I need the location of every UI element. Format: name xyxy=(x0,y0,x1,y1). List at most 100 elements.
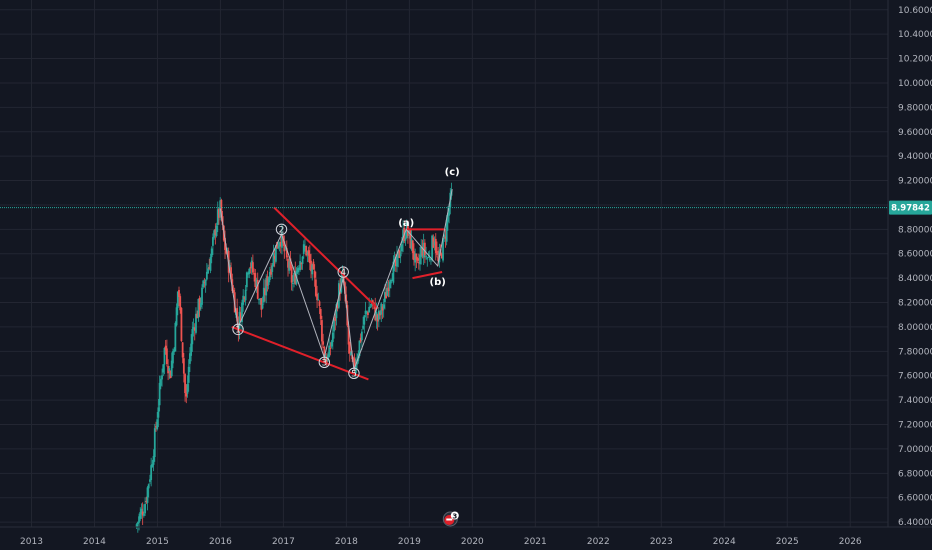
time-tick-label: 2024 xyxy=(713,537,736,547)
candle-down xyxy=(381,306,384,311)
price-tick-label: 10.00000 xyxy=(898,79,932,89)
candle-up xyxy=(159,378,162,386)
candle-down xyxy=(145,501,148,503)
candle-up xyxy=(426,258,429,260)
candle-down xyxy=(236,308,239,322)
price-tick-label: 6.40000 xyxy=(898,518,932,528)
candle-up xyxy=(197,298,200,319)
candle-up xyxy=(242,295,245,305)
candle-up xyxy=(163,347,166,365)
candle-down xyxy=(256,279,259,299)
candle-down xyxy=(249,266,252,269)
candle-up xyxy=(419,254,421,265)
candle-down xyxy=(208,267,211,270)
candle-down xyxy=(367,312,369,315)
candle-up xyxy=(248,268,251,274)
candle-down xyxy=(266,276,269,286)
candle-up xyxy=(383,292,386,303)
candle-up xyxy=(298,267,300,271)
elliott-wave-line xyxy=(219,189,453,370)
candle-down xyxy=(283,241,286,252)
candle-down xyxy=(164,345,167,351)
wave-path xyxy=(219,189,453,370)
event-badge[interactable]: 3 xyxy=(442,511,459,527)
candle-down xyxy=(155,426,157,428)
candle-up xyxy=(205,271,208,280)
candle-down xyxy=(285,248,288,258)
candle-down xyxy=(329,347,332,350)
candle-up xyxy=(445,219,448,242)
candle-up xyxy=(425,255,427,258)
time-tick-label: 2023 xyxy=(650,537,673,547)
candle-up xyxy=(136,522,139,525)
candle-up xyxy=(195,313,197,333)
candle-up xyxy=(207,268,209,274)
candle-up xyxy=(245,272,248,288)
candle-down xyxy=(308,254,311,264)
candle-up xyxy=(299,261,302,271)
candle-up xyxy=(386,288,389,296)
candle-up xyxy=(388,281,391,289)
candle-down xyxy=(413,251,415,261)
candle-up xyxy=(172,351,174,364)
candle-down xyxy=(437,256,440,262)
candle-down xyxy=(193,327,196,331)
candle-down xyxy=(376,314,379,322)
candle-up xyxy=(420,246,423,257)
candle-down xyxy=(251,262,254,273)
candle-down xyxy=(409,229,412,249)
candle-down xyxy=(318,301,321,306)
candle-down xyxy=(310,260,312,272)
candle-up xyxy=(187,366,190,383)
last-price-value: 8.97842 xyxy=(891,204,930,214)
candle-down xyxy=(319,309,322,319)
candle-down xyxy=(279,241,282,247)
candle-down xyxy=(220,199,223,218)
candle-up xyxy=(306,252,309,255)
wave-label: (c) xyxy=(445,167,460,178)
time-axis[interactable]: 2013 2014 2015 2016 2017 2018 2019 2020 2021 2022… xyxy=(20,537,862,547)
candle-down xyxy=(289,258,292,269)
candle-down xyxy=(167,366,170,374)
candle-down xyxy=(169,371,172,379)
candle-down xyxy=(379,312,381,316)
candle-down xyxy=(179,296,182,311)
candle-up xyxy=(146,487,149,503)
candle-up xyxy=(430,258,432,260)
price-tick-label: 8.00000 xyxy=(898,323,932,333)
candle-up xyxy=(138,516,140,523)
price-tick-label: 8.40000 xyxy=(898,274,932,284)
time-tick-label: 2016 xyxy=(209,537,232,547)
candle-down xyxy=(232,289,235,293)
candle-up xyxy=(400,244,403,252)
candle-down xyxy=(178,289,180,297)
candle-down xyxy=(287,258,289,268)
candle-down xyxy=(141,511,144,516)
candle-down xyxy=(347,326,350,345)
candle-up xyxy=(140,508,143,515)
price-axis[interactable]: 10.60000 10.40000 10.20000 10.00000 9.80000 9… xyxy=(898,6,932,528)
candle-down xyxy=(239,312,242,322)
candle-up xyxy=(296,268,299,273)
candle-up xyxy=(390,279,392,284)
candle-up xyxy=(259,298,262,301)
candle-up xyxy=(213,230,216,238)
trendline xyxy=(231,326,369,381)
time-tick-label: 2021 xyxy=(524,537,547,547)
time-tick-label: 2019 xyxy=(398,537,421,547)
wave-label: 4 xyxy=(340,268,346,278)
candle-up xyxy=(209,257,212,271)
candle-up xyxy=(364,310,367,314)
candle-up xyxy=(304,245,306,247)
candle-down xyxy=(276,242,279,249)
candle-up xyxy=(442,237,444,261)
candle-up xyxy=(241,302,243,323)
candle-down xyxy=(387,287,390,292)
candle-down xyxy=(203,282,206,284)
candle-up xyxy=(267,277,270,285)
candle-down xyxy=(394,256,397,267)
candle-up xyxy=(244,289,247,301)
candle-up xyxy=(443,234,446,237)
candle-up xyxy=(397,252,400,259)
